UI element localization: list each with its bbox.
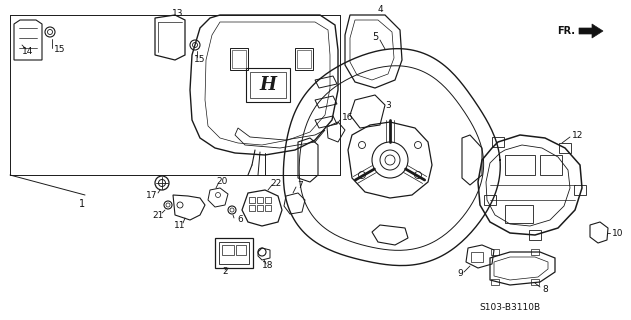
Bar [249,205,255,211]
Text: 8: 8 [542,284,548,293]
Text: 17: 17 [146,190,158,199]
Bar [257,205,263,211]
Bar [505,205,533,223]
Bar [222,245,234,255]
Bar [257,197,263,203]
Text: 16: 16 [342,114,354,123]
Text: 1: 1 [79,199,85,209]
Bar [531,279,539,285]
Text: 22: 22 [270,179,281,188]
Text: 21: 21 [152,211,163,220]
Bar [219,242,249,264]
Bar [215,238,253,268]
Text: 12: 12 [572,131,584,140]
Bar [295,48,313,70]
Text: 9: 9 [457,269,463,278]
Text: S103-B3110B: S103-B3110B [480,303,541,313]
Text: 10: 10 [612,228,623,237]
Bar [250,72,286,98]
Text: 15: 15 [194,54,206,63]
Bar [297,50,311,68]
Bar [484,195,496,205]
Bar [246,68,290,102]
Text: 18: 18 [262,261,274,270]
Bar [265,197,271,203]
Text: 6: 6 [237,215,243,225]
Text: 4: 4 [377,5,383,14]
Bar [491,249,499,255]
Bar [505,155,535,175]
Bar [491,279,499,285]
Bar [574,185,586,195]
Bar [540,155,562,175]
Bar [559,143,571,153]
Bar [492,137,504,147]
Text: 15: 15 [54,45,66,54]
Text: 14: 14 [22,47,33,57]
Text: 2: 2 [222,268,228,276]
Bar [249,197,255,203]
Polygon shape [579,24,603,38]
Bar [232,50,246,68]
Bar [230,48,248,70]
Bar [529,230,541,240]
Text: 13: 13 [172,9,184,18]
Bar [265,205,271,211]
Text: 7: 7 [297,180,303,189]
Text: FR.: FR. [557,26,575,36]
Text: H: H [259,76,276,94]
Text: 11: 11 [174,220,186,229]
Text: 3: 3 [385,100,391,109]
Bar [471,252,483,262]
Text: 5: 5 [372,32,378,42]
Bar [236,245,246,255]
Text: 20: 20 [216,178,228,187]
Bar [531,249,539,255]
